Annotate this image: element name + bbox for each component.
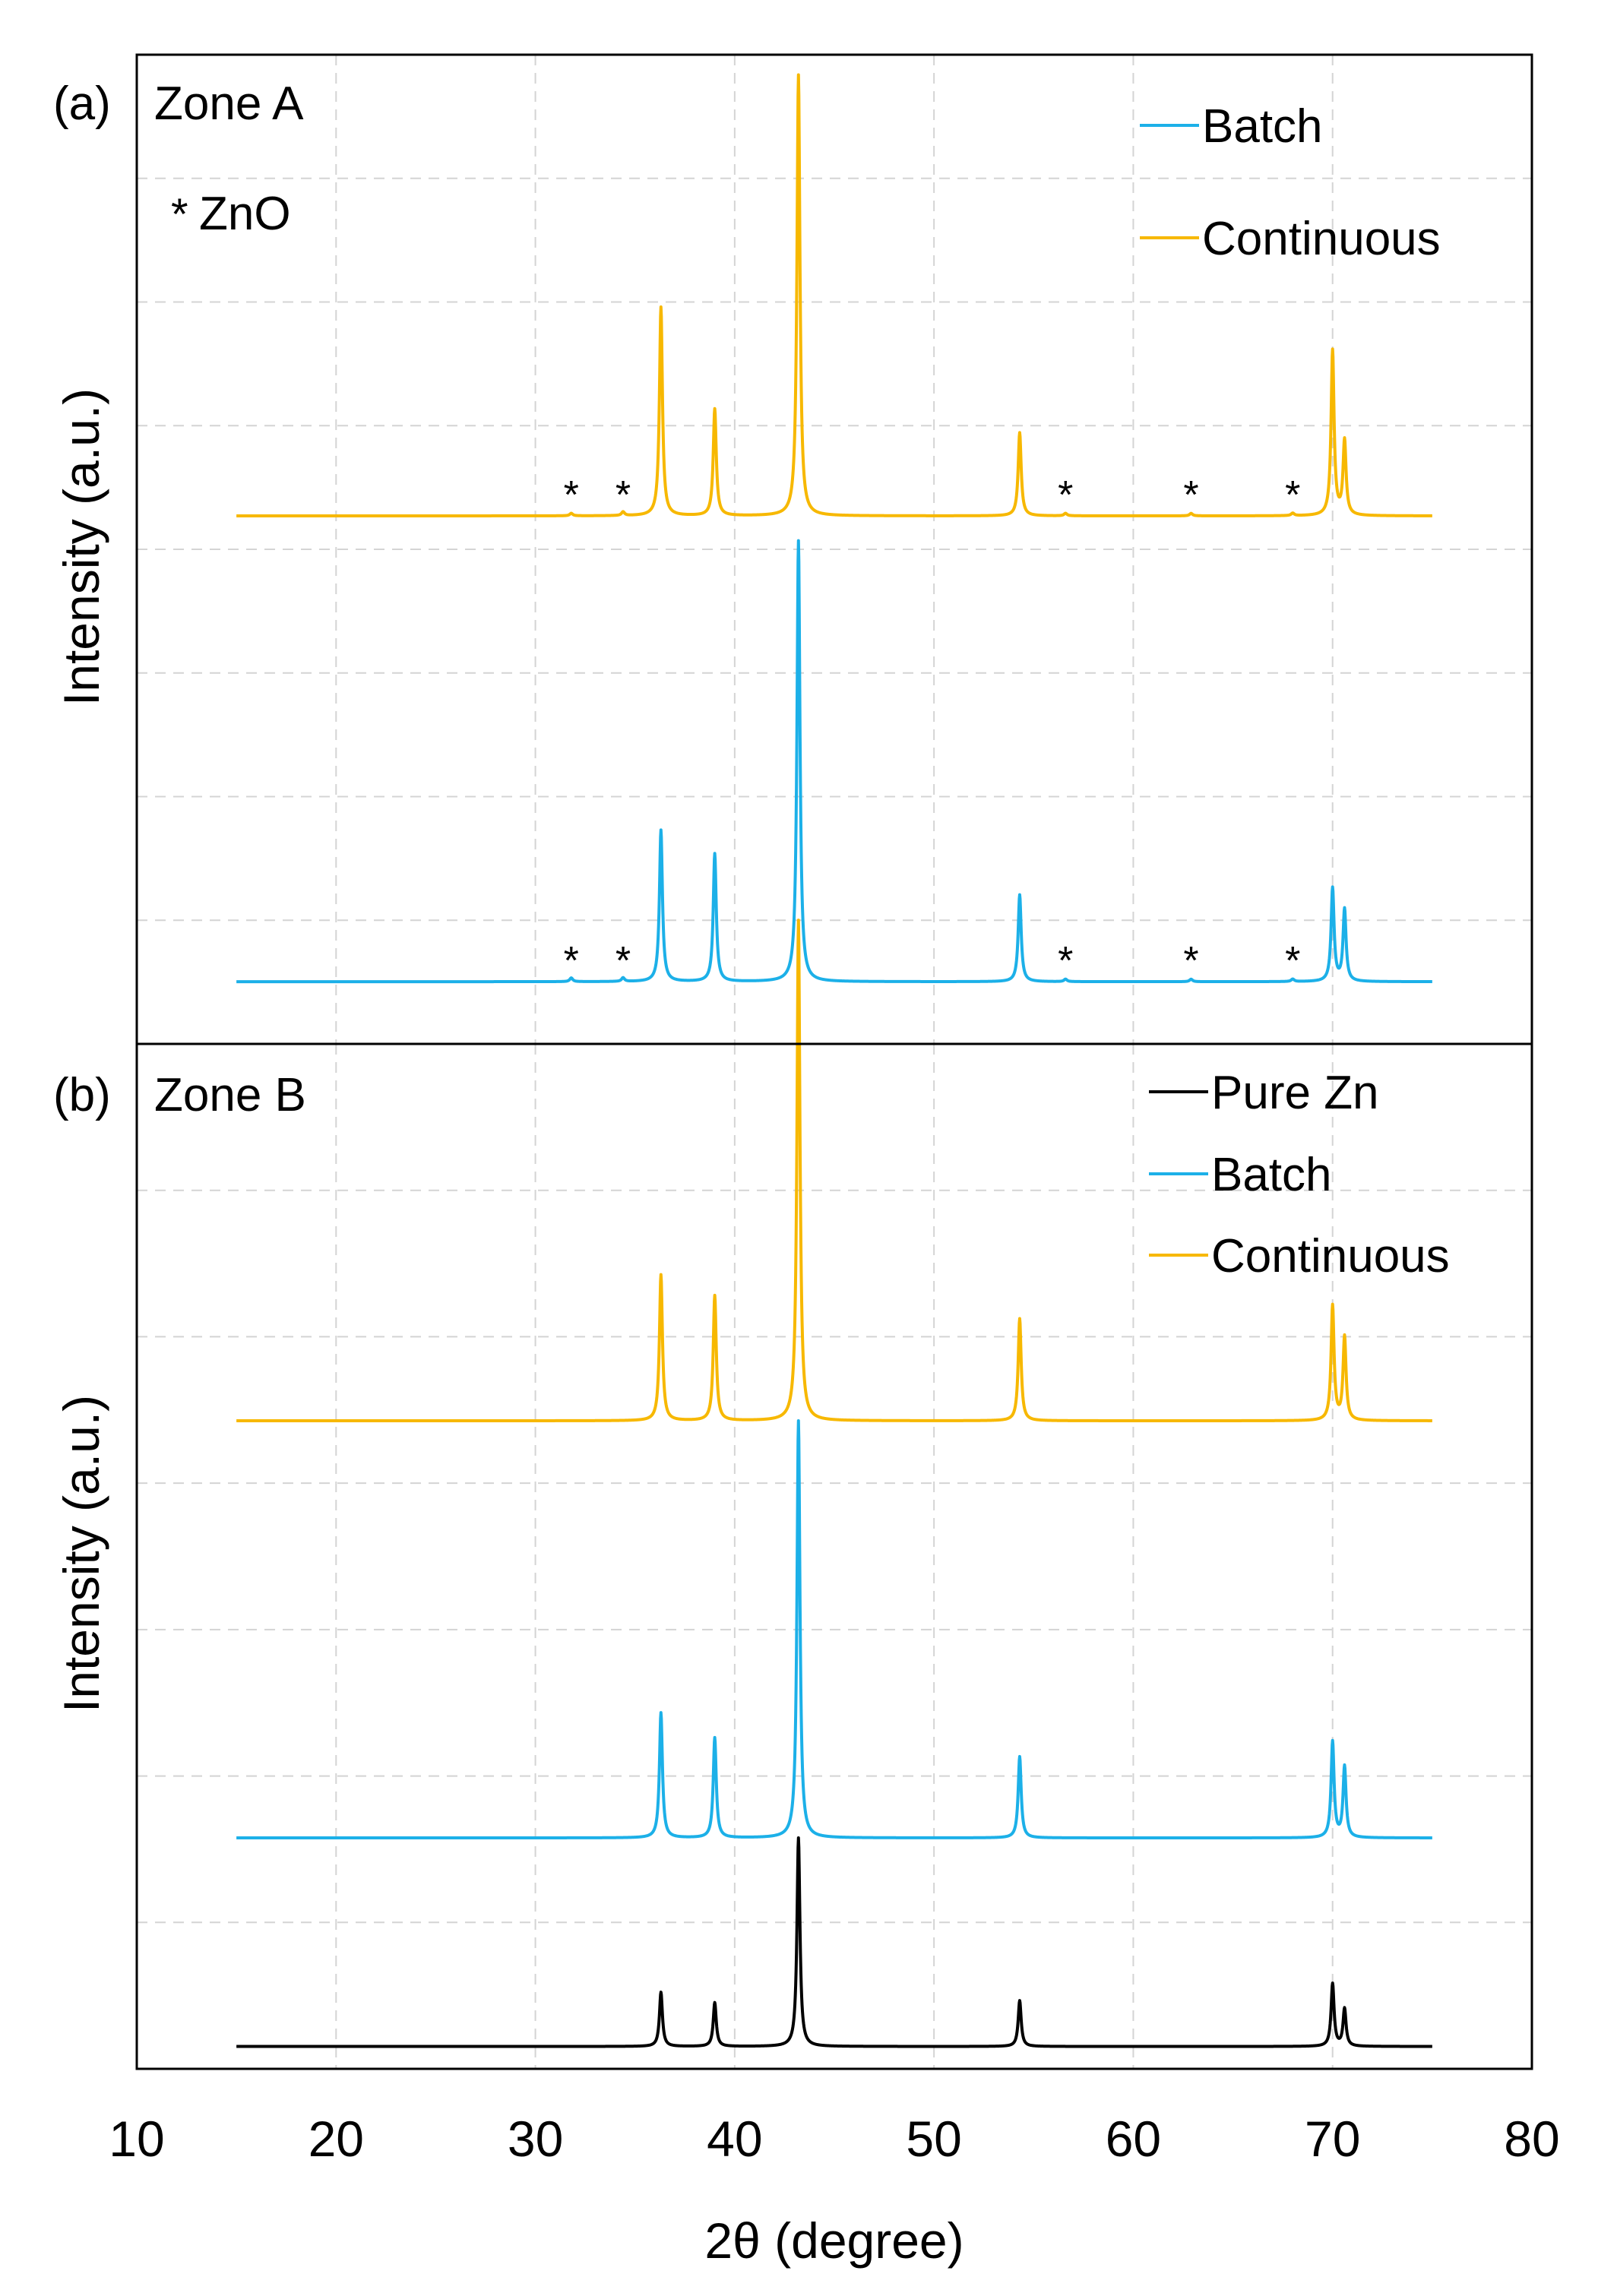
zno-marker: * <box>1058 939 1073 983</box>
legend-label: Batch <box>1211 1149 1332 1201</box>
panel-a-title: Zone A <box>154 77 304 130</box>
x-tick-label: 80 <box>1504 2111 1559 2167</box>
panel-b-frame <box>135 1042 1533 2070</box>
legend-label: Continuous <box>1211 1230 1450 1282</box>
panel-a-grid <box>137 55 1532 1044</box>
x-tick-label: 60 <box>1106 2111 1161 2167</box>
zno-marker: * <box>564 473 579 517</box>
zno-marker: * <box>1183 473 1198 517</box>
zno-marker: * <box>1285 939 1300 983</box>
series-line-continuous <box>235 919 1434 1423</box>
zno-marker: * <box>1058 473 1073 517</box>
x-tick-label: 40 <box>707 2111 762 2167</box>
panel-a-legend: Batch Continuous <box>1140 100 1441 265</box>
x-axis-label: 2θ (degree) <box>704 2212 964 2269</box>
legend-label: Continuous <box>1202 213 1441 265</box>
x-tick-label: 10 <box>109 2111 164 2167</box>
panel-b-legend: Pure Zn Batch Continuous <box>1149 1067 1450 1282</box>
panel-b-label: (b) <box>53 1069 111 1121</box>
panel-a-ylabel: Intensity (a.u.) <box>53 388 109 706</box>
panel-b-series <box>235 919 1434 2048</box>
zno-marker: * <box>615 939 631 983</box>
legend-label: Batch <box>1202 100 1323 153</box>
series-line-continuous <box>235 73 1434 517</box>
zno-marker: * <box>615 473 631 517</box>
panel-b-title: Zone B <box>154 1069 306 1121</box>
zno-marker: * <box>1285 473 1300 517</box>
zno-marker: * <box>564 939 579 983</box>
panel-b-ylabel: Intensity (a.u.) <box>53 1395 109 1713</box>
zno-marker: * <box>1183 939 1198 983</box>
panel-a-series <box>235 73 1434 984</box>
zno-legend-marker: * <box>171 190 188 239</box>
series-line-pure-zn <box>235 1836 1434 2048</box>
panel-b: (b) Zone B Pure Zn Batch Continuous Intens… <box>53 919 1533 2070</box>
panel-b-grid <box>137 1044 1532 2069</box>
panel-a: * * * * * * * * * * (a) Zone A * ZnO Batch Continu… <box>53 53 1533 1045</box>
panel-a-zno-markers: * * * * * * * * * * <box>564 473 1301 983</box>
panel-a-label: (a) <box>53 77 111 130</box>
x-tick-label: 20 <box>309 2111 364 2167</box>
x-tick-label: 50 <box>906 2111 961 2167</box>
series-line-batch <box>235 1418 1434 1840</box>
x-tick-label: 30 <box>508 2111 563 2167</box>
legend-label: Pure Zn <box>1211 1067 1379 1119</box>
series-line-batch <box>235 539 1434 984</box>
x-axis-ticks: 10 20 30 40 50 60 70 80 <box>109 2111 1559 2167</box>
x-tick-label: 70 <box>1305 2111 1360 2167</box>
zno-legend-label: ZnO <box>199 188 291 240</box>
